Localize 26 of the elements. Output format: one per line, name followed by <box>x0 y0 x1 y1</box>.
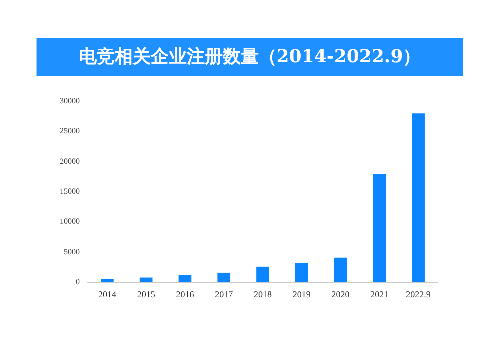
bar <box>295 263 308 282</box>
y-tick-label: 20000 <box>60 156 80 166</box>
x-tick-label: 2017 <box>215 290 234 300</box>
x-tick-label: 2018 <box>254 290 272 300</box>
x-tick-label: 2019 <box>292 290 312 300</box>
bar <box>178 275 192 282</box>
bar <box>140 278 153 282</box>
bar <box>218 272 231 282</box>
y-tick-label: 0 <box>76 278 80 286</box>
bar <box>373 174 386 282</box>
x-tick-label: 2021 <box>370 290 389 300</box>
y-tick-label: 15000 <box>60 187 80 196</box>
x-tick-label: 2020 <box>332 290 350 300</box>
bar <box>412 114 425 282</box>
x-tick-label: 2014 <box>98 290 117 300</box>
bar <box>334 258 348 282</box>
bar <box>101 278 114 282</box>
x-tick-label: 2016 <box>176 290 195 300</box>
bar <box>256 266 270 282</box>
chart-title: 电竞相关企业注册数量（2014-2022.9） <box>78 46 422 68</box>
y-tick-label: 30000 <box>60 96 80 106</box>
x-tick-label: 2022.9 <box>406 290 432 300</box>
y-tick-label: 5000 <box>64 247 80 256</box>
x-tick-label: 2015 <box>137 290 156 300</box>
y-tick-label: 10000 <box>60 217 80 226</box>
y-tick-label: 25000 <box>60 126 80 136</box>
